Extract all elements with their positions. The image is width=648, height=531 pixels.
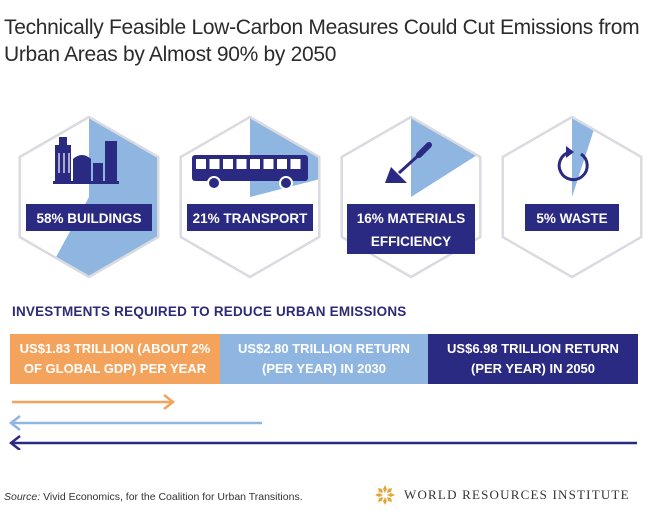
investment-arrows	[8, 394, 637, 450]
emissions-pie-hexagons: 58% BUILDINGS 21% TRANSPORT 16% MATERIALS E…	[18, 115, 643, 279]
pie-slice-transport: 21% TRANSPORT	[179, 115, 321, 279]
slice-label-box	[347, 204, 475, 254]
investment-segment-return-2050: US$6.98 TRILLION RETURN (PER YEAR) IN 20…	[428, 334, 638, 384]
arrow-return-2050	[8, 435, 637, 450]
investment-label-cost: US$1.83 TRILLION (ABOUT 2% OF GLOBAL GDP…	[19, 341, 211, 376]
source-label: Source:	[4, 491, 41, 503]
wri-logo-icon	[375, 485, 395, 505]
source-text: Vivid Economics, for the Coalition for U…	[40, 491, 303, 503]
pie-slice-materials-efficiency: 16% MATERIALS EFFICIENCY	[340, 115, 482, 279]
slice-label: EFFICIENCY	[371, 234, 451, 249]
source-note: Source: Vivid Economics, for the Coaliti…	[4, 491, 303, 503]
pie-wedge	[411, 117, 481, 197]
slice-label: 5% WASTE	[536, 211, 607, 226]
slice-label-box	[187, 204, 313, 231]
slice-label: 21% TRANSPORT	[193, 211, 309, 226]
chart-title: Technically Feasible Low-Carbon Measures…	[4, 16, 640, 66]
wri-logo-text: WORLD RESOURCES INSTITUTE	[404, 487, 630, 502]
slice-label-box	[26, 204, 152, 231]
investment-label-2030: US$2.80 TRILLION RETURN (PER YEAR) IN 20…	[238, 341, 410, 376]
buildings-icon	[53, 137, 119, 184]
slice-label: 16% MATERIALS	[357, 211, 466, 226]
slice-label: 58% BUILDINGS	[36, 211, 141, 226]
arrow-return-2030	[8, 415, 262, 431]
investments-heading: INVESTMENTS REQUIRED TO REDUCE URBAN EMI…	[12, 304, 407, 319]
investment-segment-cost: US$1.83 TRILLION (ABOUT 2% OF GLOBAL GDP…	[10, 334, 220, 384]
trowel-icon	[385, 142, 432, 183]
investment-label-2050: US$6.98 TRILLION RETURN (PER YEAR) IN 20…	[447, 341, 619, 376]
pie-slice-waste: 5% WASTE	[501, 115, 643, 279]
arrow-cost	[12, 394, 176, 410]
wri-logo: WORLD RESOURCES INSTITUTE	[374, 483, 630, 507]
bus-icon	[192, 155, 308, 190]
slice-label-box	[525, 204, 619, 231]
investment-segment-return-2030: US$2.80 TRILLION RETURN (PER YEAR) IN 20…	[220, 334, 428, 384]
recycle-icon	[557, 146, 589, 182]
